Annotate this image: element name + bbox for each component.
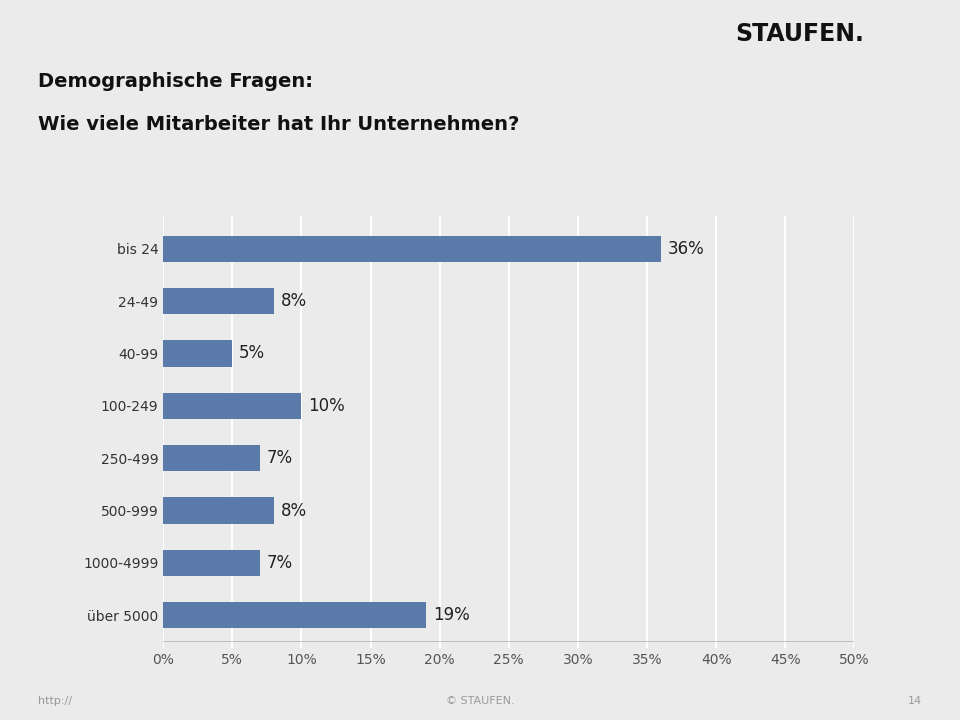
Text: 5%: 5% <box>239 344 265 362</box>
Text: 8%: 8% <box>280 502 307 520</box>
Text: Wie viele Mitarbeiter hat Ihr Unternehmen?: Wie viele Mitarbeiter hat Ihr Unternehme… <box>38 115 519 134</box>
Bar <box>163 341 232 366</box>
Bar <box>163 235 660 262</box>
Bar <box>163 498 274 523</box>
Bar <box>163 445 260 472</box>
Text: 36%: 36% <box>668 240 705 258</box>
Bar <box>163 392 301 419</box>
Text: http://: http:// <box>38 696 72 706</box>
Text: © STAUFEN.: © STAUFEN. <box>445 696 515 706</box>
Text: 10%: 10% <box>308 397 345 415</box>
Text: Demographische Fragen:: Demographische Fragen: <box>38 72 313 91</box>
Text: 8%: 8% <box>280 292 307 310</box>
Text: 7%: 7% <box>267 449 293 467</box>
Bar <box>163 288 274 314</box>
Bar <box>163 550 260 576</box>
Text: 7%: 7% <box>267 554 293 572</box>
Text: STAUFEN.: STAUFEN. <box>735 22 864 45</box>
Text: 19%: 19% <box>433 606 469 624</box>
Text: 14: 14 <box>907 696 922 706</box>
Bar <box>163 602 426 629</box>
